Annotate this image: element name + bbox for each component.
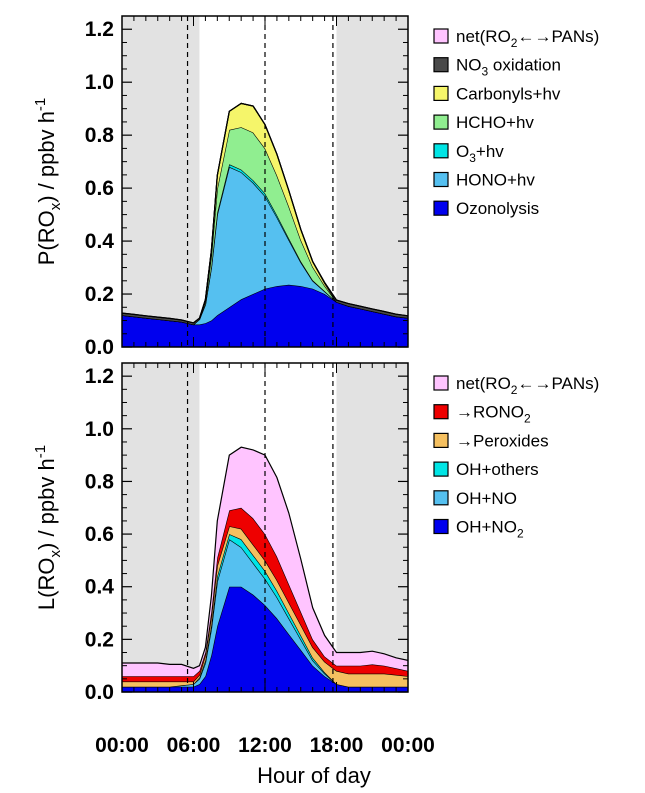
loss-panel: 0.0 0.2 0.4 0.6 0.8 1.0 1.2 L(ROx) / ppbv h-1 ne…	[32, 362, 599, 704]
x-tick-labels: 00:00 06:00 12:00 18:00 00:00	[95, 734, 435, 757]
y-tick-label: 1.2	[85, 365, 114, 388]
y-tick-label: 0.6	[85, 523, 114, 546]
x-axis-title: Hour of day	[257, 763, 371, 788]
y-tick-label: 0.8	[85, 124, 115, 147]
legend-label: OH+NO	[456, 489, 517, 508]
y-tick-label: 0.0	[85, 336, 114, 359]
y-tick-label: 1.2	[85, 18, 114, 41]
y-tick-label: 0.4	[85, 576, 115, 599]
legend-swatch	[433, 114, 449, 130]
area-hcho-hv	[122, 127, 408, 325]
series-outline	[122, 446, 408, 669]
x-tick-label: 00:00	[381, 734, 435, 757]
legend-swatch	[433, 432, 449, 448]
x-tick-label: 18:00	[310, 734, 364, 757]
y-tick-label: 0.8	[85, 470, 115, 493]
y-axis-title: L(ROx) / ppbv h-1	[32, 445, 64, 610]
legend-swatch	[433, 28, 449, 44]
legend-swatch	[433, 143, 449, 159]
legend-label: net(RO2←→PANs)	[456, 374, 599, 397]
legend-label: HCHO+hv	[456, 113, 534, 132]
night-shading	[336, 363, 408, 692]
legend-label: HONO+hv	[456, 171, 535, 190]
y-tick-label: 0.2	[85, 628, 114, 651]
night-shading	[336, 16, 408, 347]
area-carbonyls-hv	[122, 103, 408, 325]
legend-label: →RONO2	[456, 403, 531, 426]
legend-swatch	[433, 85, 449, 102]
night-shading	[122, 363, 200, 692]
legend-label: Ozonolysis	[456, 199, 539, 218]
legend-label: Carbonyls+hv	[456, 84, 561, 103]
legend: net(RO2←→PANs) →RONO2 →Peroxides OH+others O…	[433, 374, 599, 541]
y-tick-label: 0.0	[85, 681, 114, 704]
night-shading	[122, 16, 200, 347]
y-tick-label: 1.0	[85, 71, 114, 94]
x-tick-label: 06:00	[167, 734, 221, 757]
legend-swatch	[433, 57, 449, 73]
legend-label: OH+others	[456, 460, 539, 479]
legend-swatch	[433, 171, 449, 188]
legend-swatch	[433, 200, 449, 216]
legend-label: →Peroxides	[456, 431, 549, 450]
x-tick-label: 00:00	[95, 734, 149, 757]
legend-label: O3+hv	[456, 142, 504, 165]
legend-swatch	[433, 375, 449, 391]
x-tick-label: 12:00	[238, 734, 292, 757]
legend-swatch	[433, 461, 449, 477]
y-tick-label: 0.4	[85, 230, 115, 253]
y-tick-label: 1.0	[85, 418, 114, 441]
y-tick-label: 0.2	[85, 283, 114, 306]
legend-label: OH+NO2	[456, 518, 524, 541]
area-oh-no2	[122, 586, 408, 692]
legend-label: NO3 oxidation	[456, 56, 561, 79]
legend-swatch	[433, 518, 449, 535]
legend: net(RO2←→PANs) NO3 oxidation Carbonyls+hv H…	[433, 27, 599, 218]
legend-label: net(RO2←→PANs)	[456, 27, 599, 50]
area--rono2	[122, 507, 408, 682]
y-axis-title: P(ROx) / ppbv h-1	[32, 98, 64, 266]
production-panel: 0.0 0.2 0.4 0.6 0.8 1.0 1.2 P(ROx) / ppbv h-1 ne…	[32, 15, 599, 359]
series-outline	[122, 102, 408, 324]
y-tick-label: 0.6	[85, 177, 114, 200]
legend-swatch	[433, 404, 449, 420]
legend-swatch	[433, 490, 449, 506]
